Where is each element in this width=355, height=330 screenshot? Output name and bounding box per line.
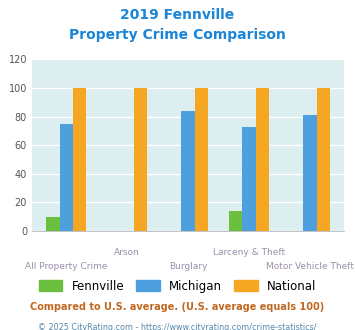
Bar (60, 124, 73, 231)
Bar (303, 115, 317, 231)
Bar (317, 88, 330, 231)
Bar (181, 111, 195, 231)
Bar (73, 88, 86, 231)
Text: Larceny & Theft: Larceny & Theft (213, 248, 285, 257)
Bar (195, 88, 208, 231)
Bar (134, 88, 147, 231)
Text: Property Crime Comparison: Property Crime Comparison (69, 28, 286, 42)
Bar (256, 88, 269, 231)
Bar (229, 211, 242, 231)
Text: Compared to U.S. average. (U.S. average equals 100): Compared to U.S. average. (U.S. average … (31, 302, 324, 312)
Text: Burglary: Burglary (169, 262, 207, 271)
Text: All Property Crime: All Property Crime (25, 262, 108, 271)
Text: 2019 Fennville: 2019 Fennville (120, 8, 235, 22)
Legend: Fennville, Michigan, National: Fennville, Michigan, National (34, 275, 321, 297)
Text: Motor Vehicle Theft: Motor Vehicle Theft (266, 262, 354, 271)
Bar (46, 217, 60, 231)
Bar (242, 127, 256, 231)
Text: Arson: Arson (114, 248, 140, 257)
Text: © 2025 CityRating.com - https://www.cityrating.com/crime-statistics/: © 2025 CityRating.com - https://www.city… (38, 323, 317, 330)
